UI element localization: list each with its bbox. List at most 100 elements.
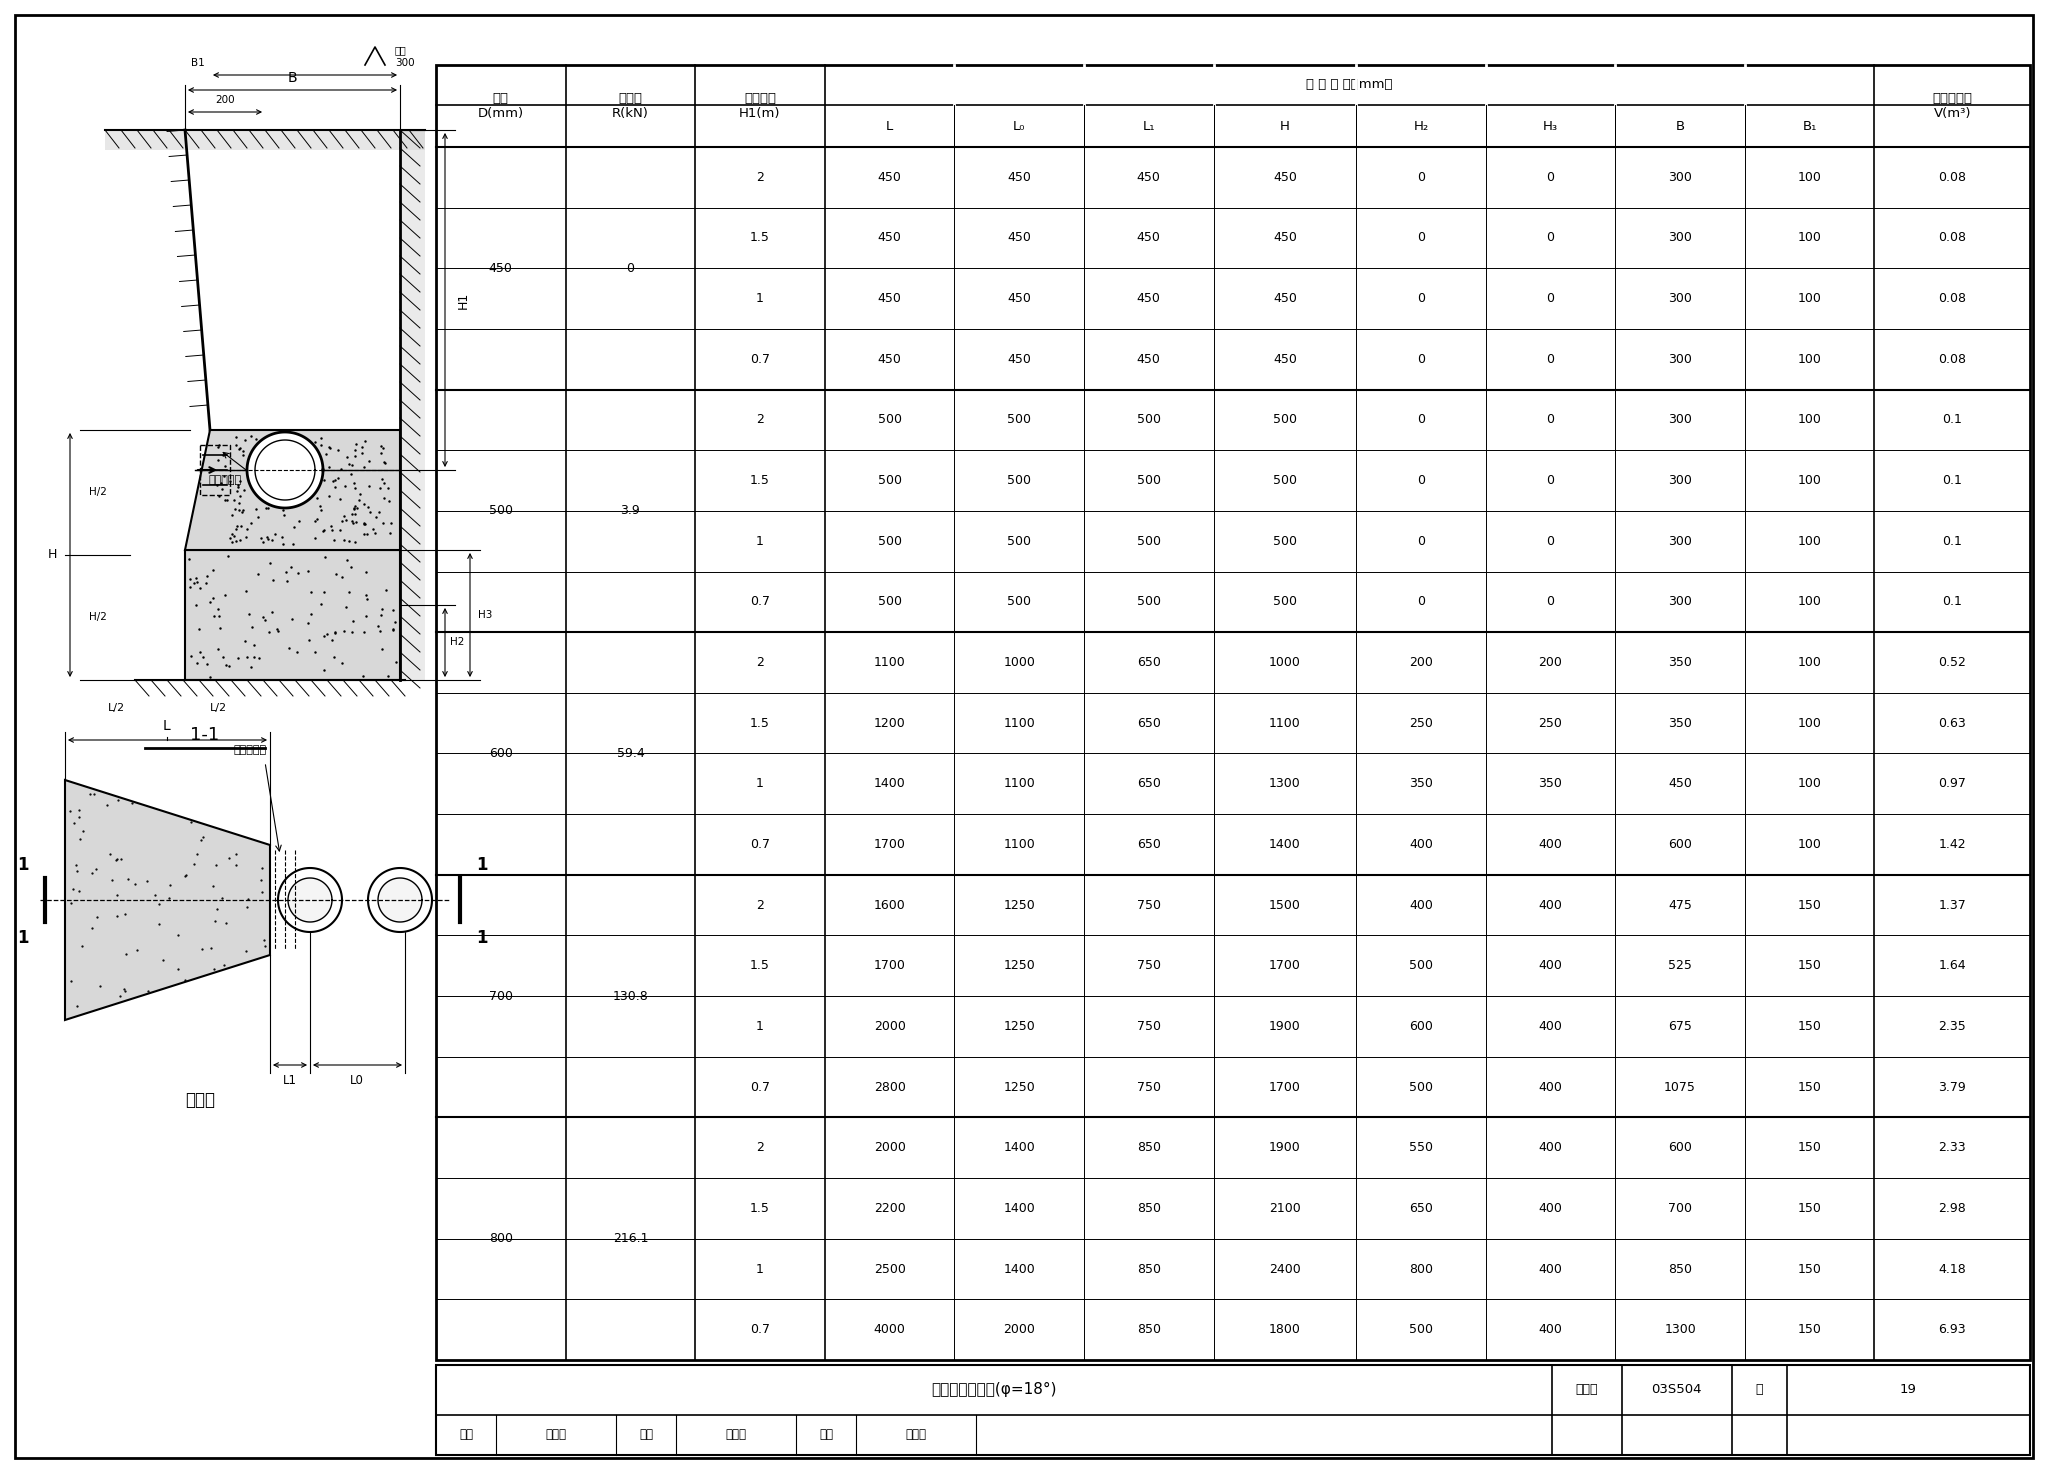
Text: 500: 500: [879, 414, 901, 426]
Text: 100: 100: [1798, 778, 1821, 791]
Text: 800: 800: [489, 1233, 512, 1245]
Text: 450: 450: [1137, 292, 1161, 305]
Text: 0: 0: [1546, 231, 1554, 245]
Text: 650: 650: [1137, 717, 1161, 729]
Text: 650: 650: [1137, 778, 1161, 791]
Text: 0: 0: [1546, 352, 1554, 365]
Text: 150: 150: [1798, 899, 1821, 912]
Text: 100: 100: [1798, 535, 1821, 548]
Text: L/2: L/2: [106, 703, 125, 713]
Text: 300: 300: [1669, 535, 1692, 548]
Bar: [399, 130, 426, 681]
Text: 1.5: 1.5: [750, 1202, 770, 1215]
Text: 0.7: 0.7: [750, 1081, 770, 1093]
Text: 850: 850: [1137, 1262, 1161, 1276]
Text: 2800: 2800: [874, 1081, 905, 1093]
Text: 1.5: 1.5: [750, 959, 770, 972]
Text: 450: 450: [1137, 352, 1161, 365]
Text: 1900: 1900: [1270, 1142, 1300, 1155]
Text: 59.4: 59.4: [616, 747, 645, 760]
Text: H: H: [1280, 119, 1290, 133]
Text: 500: 500: [1137, 474, 1161, 488]
Text: 1.37: 1.37: [1937, 899, 1966, 912]
Text: 130.8: 130.8: [612, 990, 649, 1003]
Text: 贴油毡一层: 贴油毡一层: [233, 745, 266, 756]
Text: B: B: [1675, 119, 1686, 133]
Text: 250: 250: [1538, 717, 1563, 729]
Text: H2: H2: [451, 636, 465, 647]
Text: 500: 500: [1137, 414, 1161, 426]
Text: 450: 450: [1008, 292, 1030, 305]
Text: 150: 150: [1798, 1262, 1821, 1276]
Text: 6.93: 6.93: [1937, 1323, 1966, 1336]
Polygon shape: [184, 430, 399, 549]
Text: 650: 650: [1409, 1202, 1434, 1215]
Text: 校对: 校对: [639, 1429, 653, 1441]
Text: 450: 450: [1274, 171, 1296, 184]
Text: 450: 450: [1008, 171, 1030, 184]
Text: 500: 500: [489, 504, 512, 517]
Text: 0.08: 0.08: [1937, 292, 1966, 305]
Text: 500: 500: [1274, 535, 1296, 548]
Text: 525: 525: [1669, 959, 1692, 972]
Text: 1.5: 1.5: [750, 231, 770, 245]
Text: 150: 150: [1798, 1323, 1821, 1336]
Text: 350: 350: [1669, 717, 1692, 729]
Polygon shape: [369, 868, 432, 932]
Text: 2000: 2000: [874, 1142, 905, 1155]
Text: 1100: 1100: [1270, 717, 1300, 729]
Text: 19: 19: [1901, 1383, 1917, 1396]
Text: 400: 400: [1538, 1323, 1563, 1336]
Text: 审核: 审核: [459, 1429, 473, 1441]
Text: 1700: 1700: [1270, 959, 1300, 972]
Text: 200: 200: [215, 94, 236, 105]
Text: 400: 400: [1538, 1262, 1563, 1276]
Text: 500: 500: [1008, 595, 1032, 608]
Text: L0: L0: [350, 1074, 365, 1087]
Text: 0: 0: [1417, 535, 1425, 548]
Text: 850: 850: [1137, 1202, 1161, 1215]
Text: 100: 100: [1798, 414, 1821, 426]
Text: 350: 350: [1538, 778, 1563, 791]
Text: 0: 0: [1546, 292, 1554, 305]
Text: 2000: 2000: [1004, 1323, 1034, 1336]
Bar: [184, 549, 399, 681]
Text: 500: 500: [1274, 595, 1296, 608]
Text: 1800: 1800: [1270, 1323, 1300, 1336]
Text: 1100: 1100: [1004, 778, 1034, 791]
Text: 100: 100: [1798, 717, 1821, 729]
Text: 750: 750: [1137, 1019, 1161, 1033]
Text: H₂: H₂: [1413, 119, 1430, 133]
Text: 2100: 2100: [1270, 1202, 1300, 1215]
Text: 1250: 1250: [1004, 899, 1034, 912]
Text: 2400: 2400: [1270, 1262, 1300, 1276]
Text: 350: 350: [1669, 655, 1692, 669]
Text: 0.7: 0.7: [750, 352, 770, 365]
Text: B1: B1: [190, 57, 205, 68]
Text: 0.08: 0.08: [1937, 231, 1966, 245]
Text: 2.98: 2.98: [1937, 1202, 1966, 1215]
Text: 450: 450: [879, 231, 901, 245]
Text: 400: 400: [1409, 899, 1434, 912]
Text: 图集号: 图集号: [1575, 1383, 1597, 1396]
Text: 0.7: 0.7: [750, 1323, 770, 1336]
Text: 0.08: 0.08: [1937, 352, 1966, 365]
Bar: [436, 1365, 2030, 1455]
Text: 150: 150: [1798, 1081, 1821, 1093]
Text: 300: 300: [1669, 231, 1692, 245]
Text: 200: 200: [1409, 655, 1434, 669]
Text: 1.64: 1.64: [1937, 959, 1966, 972]
Text: 1700: 1700: [1270, 1081, 1300, 1093]
Text: 400: 400: [1538, 1142, 1563, 1155]
Text: 100: 100: [1798, 352, 1821, 365]
Text: L: L: [164, 719, 170, 734]
Text: 500: 500: [1008, 414, 1032, 426]
Text: 1400: 1400: [1004, 1262, 1034, 1276]
Text: 450: 450: [1137, 171, 1161, 184]
Text: 1400: 1400: [1270, 838, 1300, 851]
Text: 0: 0: [1417, 474, 1425, 488]
Text: 300: 300: [395, 57, 416, 68]
Text: 1: 1: [756, 778, 764, 791]
Text: 0.1: 0.1: [1942, 535, 1962, 548]
Text: 216.1: 216.1: [612, 1233, 647, 1245]
